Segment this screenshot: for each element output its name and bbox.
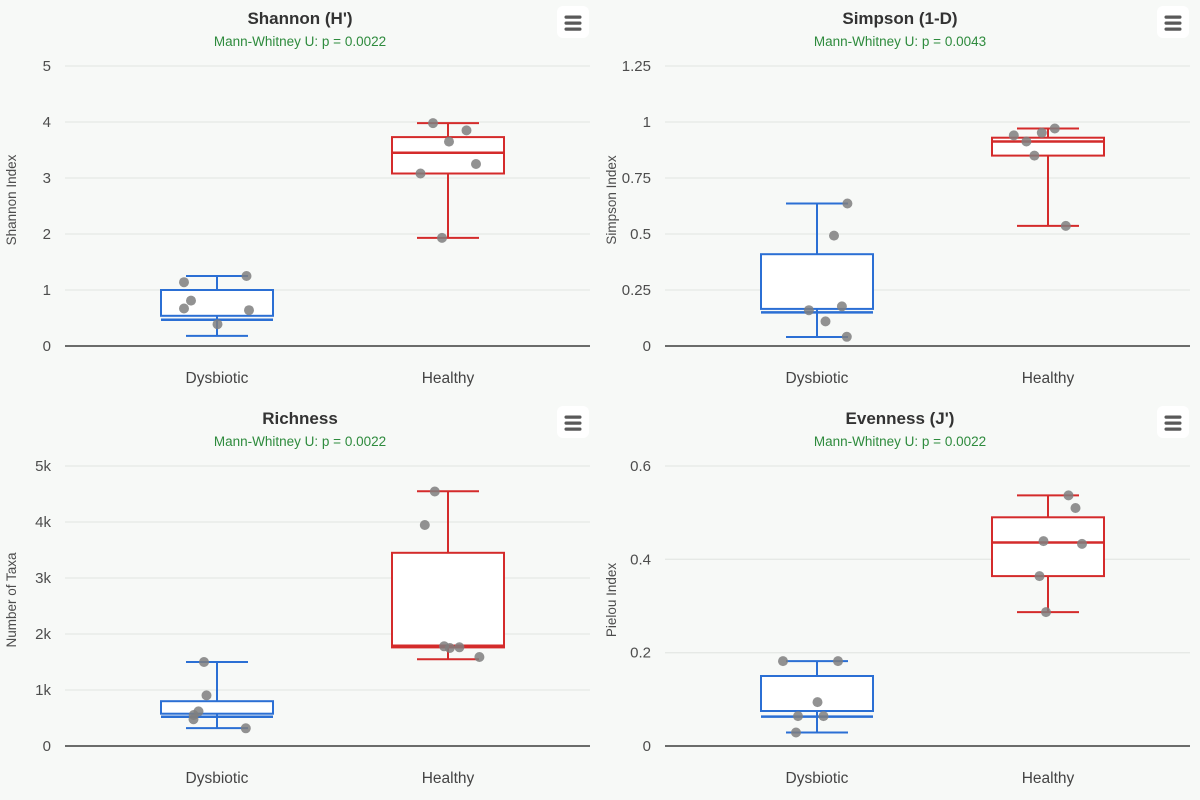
svg-text:1: 1	[43, 282, 51, 299]
svg-text:0.5: 0.5	[630, 226, 651, 243]
svg-text:Shannon (H'): Shannon (H')	[247, 9, 352, 28]
svg-text:0.6: 0.6	[630, 458, 651, 475]
svg-text:Mann-Whitney U: p = 0.0022: Mann-Whitney U: p = 0.0022	[814, 434, 986, 449]
svg-text:Evenness (J'): Evenness (J')	[846, 409, 955, 428]
svg-text:1.25: 1.25	[622, 58, 651, 75]
svg-text:Dysbiotic: Dysbiotic	[186, 370, 249, 387]
svg-text:Dysbiotic: Dysbiotic	[186, 770, 249, 787]
svg-text:Simpson (1-D): Simpson (1-D)	[842, 9, 957, 28]
svg-text:5k: 5k	[35, 458, 51, 475]
svg-text:Pielou Index: Pielou Index	[604, 563, 619, 638]
svg-text:4: 4	[43, 114, 51, 131]
svg-text:Healthy: Healthy	[1022, 770, 1075, 787]
svg-text:Mann-Whitney U: p = 0.0022: Mann-Whitney U: p = 0.0022	[214, 34, 386, 49]
svg-text:0: 0	[43, 338, 51, 355]
svg-text:Mann-Whitney U: p = 0.0043: Mann-Whitney U: p = 0.0043	[814, 34, 986, 49]
svg-text:2k: 2k	[35, 626, 51, 643]
svg-text:Dysbiotic: Dysbiotic	[786, 770, 849, 787]
svg-text:0.25: 0.25	[622, 282, 651, 299]
svg-text:Healthy: Healthy	[422, 770, 475, 787]
svg-text:Healthy: Healthy	[1022, 370, 1075, 387]
svg-text:Mann-Whitney U: p = 0.0022: Mann-Whitney U: p = 0.0022	[214, 434, 386, 449]
svg-text:0: 0	[643, 338, 651, 355]
svg-text:0: 0	[643, 738, 651, 755]
svg-text:3k: 3k	[35, 570, 51, 587]
svg-text:Dysbiotic: Dysbiotic	[786, 370, 849, 387]
svg-text:Simpson Index: Simpson Index	[604, 155, 619, 245]
svg-text:1: 1	[643, 114, 651, 131]
svg-text:Healthy: Healthy	[422, 370, 475, 387]
svg-text:2: 2	[43, 226, 51, 243]
svg-text:0.2: 0.2	[630, 645, 651, 662]
svg-text:Number of Taxa: Number of Taxa	[4, 552, 19, 648]
svg-text:3: 3	[43, 170, 51, 187]
svg-text:Richness: Richness	[262, 409, 338, 428]
svg-text:1k: 1k	[35, 682, 51, 699]
svg-text:5: 5	[43, 58, 51, 75]
svg-text:0.4: 0.4	[630, 551, 651, 568]
svg-text:0.75: 0.75	[622, 170, 651, 187]
svg-text:0: 0	[43, 738, 51, 755]
svg-text:Shannon Index: Shannon Index	[4, 154, 19, 245]
svg-text:4k: 4k	[35, 514, 51, 531]
